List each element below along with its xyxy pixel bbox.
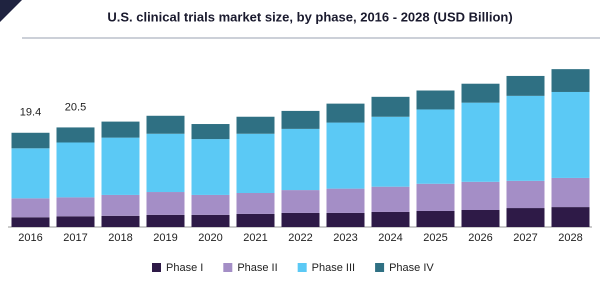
bar-segment bbox=[236, 193, 275, 214]
bar-segment bbox=[236, 133, 275, 193]
bar-segment bbox=[146, 133, 185, 193]
bar-segment bbox=[101, 194, 140, 216]
bar-segment bbox=[11, 198, 50, 218]
bar-segment bbox=[146, 214, 185, 227]
bar-segment bbox=[551, 91, 590, 178]
x-tick-label: 2020 bbox=[198, 232, 222, 244]
bar-segment bbox=[146, 192, 185, 215]
bar-segment bbox=[506, 208, 545, 227]
bar-segment bbox=[326, 103, 365, 123]
x-tick-label: 2023 bbox=[333, 232, 357, 244]
legend-label: Phase I bbox=[166, 262, 203, 274]
x-tick-label: 2025 bbox=[423, 232, 447, 244]
legend-swatch bbox=[375, 263, 385, 272]
x-tick-label: 2019 bbox=[153, 232, 177, 244]
bar-segment bbox=[56, 216, 95, 227]
bar-segment bbox=[551, 207, 590, 227]
bar-segment bbox=[236, 116, 275, 134]
corner-decoration bbox=[0, 0, 22, 22]
bar-segment bbox=[11, 217, 50, 227]
bar-segment bbox=[506, 180, 545, 209]
bar-segment bbox=[191, 139, 230, 195]
x-tick-label: 2024 bbox=[378, 232, 402, 244]
x-tick-label: 2022 bbox=[288, 232, 312, 244]
bar-segment bbox=[281, 128, 320, 191]
bar-segment bbox=[461, 102, 500, 182]
bar-segment bbox=[461, 210, 500, 227]
bar-segment bbox=[551, 177, 590, 208]
bar-segment bbox=[101, 137, 140, 195]
bar-segment bbox=[101, 215, 140, 227]
bar-segment bbox=[371, 96, 410, 117]
bar-segment bbox=[236, 213, 275, 227]
bar-segment bbox=[461, 83, 500, 103]
legend-swatch bbox=[223, 263, 233, 272]
x-tick-label: 2016 bbox=[18, 232, 42, 244]
bar-segment bbox=[371, 211, 410, 227]
bar-segment bbox=[326, 122, 365, 189]
chart-title: U.S. clinical trials market size, by pha… bbox=[107, 9, 512, 24]
bar-segment bbox=[11, 132, 50, 149]
legend-label: Phase III bbox=[312, 262, 355, 274]
legend-swatch bbox=[297, 263, 307, 272]
bar-segment bbox=[281, 190, 320, 213]
bar-segment bbox=[326, 212, 365, 227]
legend-swatch bbox=[152, 263, 161, 272]
bar-segment bbox=[371, 186, 410, 212]
bar-segment bbox=[146, 115, 185, 134]
bar-segment bbox=[416, 183, 455, 211]
bar-segment bbox=[281, 212, 320, 227]
x-tick-label: 2026 bbox=[468, 232, 492, 244]
legend-label: Phase IV bbox=[389, 262, 434, 274]
bar-segment bbox=[371, 116, 410, 187]
bar-segment bbox=[326, 188, 365, 213]
bar-segment bbox=[551, 69, 590, 92]
x-tick-label: 2017 bbox=[63, 232, 87, 244]
bar-segment bbox=[191, 214, 230, 227]
bar-segment bbox=[416, 210, 455, 227]
bar-segment bbox=[506, 75, 545, 96]
bar-segment bbox=[56, 127, 95, 143]
bar-segment bbox=[56, 197, 95, 217]
x-tick-label: 2027 bbox=[513, 232, 537, 244]
bar-segment bbox=[416, 90, 455, 110]
bar-segment bbox=[191, 124, 230, 140]
bar-segment bbox=[416, 109, 455, 184]
bar-segment bbox=[281, 110, 320, 129]
bar-segment bbox=[101, 121, 140, 138]
x-tick-label: 2028 bbox=[558, 232, 582, 244]
bar-segment bbox=[191, 194, 230, 215]
x-tick-label: 2021 bbox=[243, 232, 267, 244]
bar-segment bbox=[506, 95, 545, 181]
x-tick-label: 2018 bbox=[108, 232, 132, 244]
bar-segment bbox=[11, 148, 50, 199]
legend-label: Phase II bbox=[237, 262, 277, 274]
bar-segment bbox=[56, 142, 95, 198]
bar-segment bbox=[461, 181, 500, 210]
total-label: 19.4 bbox=[20, 107, 41, 119]
total-label: 20.5 bbox=[65, 101, 86, 113]
